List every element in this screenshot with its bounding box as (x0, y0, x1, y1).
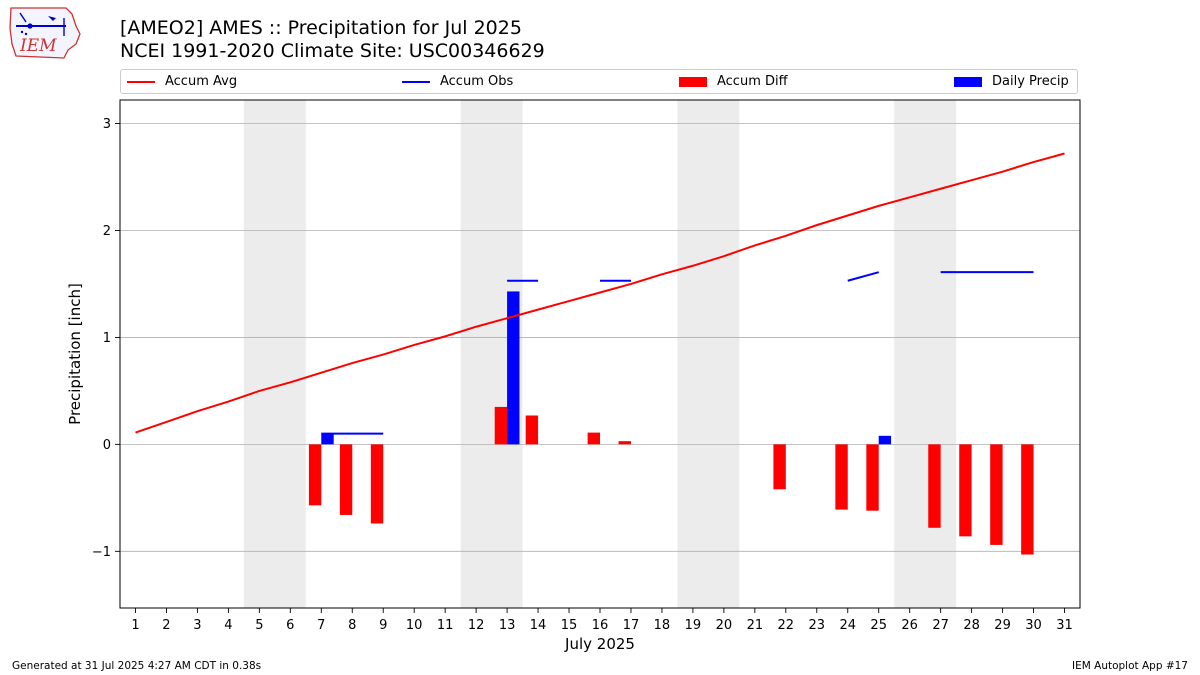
accum-diff-bar (1021, 444, 1034, 555)
accum-diff-bar (494, 406, 508, 445)
x-tick-label: 17 (623, 618, 640, 633)
weekend-band (243, 100, 306, 608)
legend: Accum Avg Accum Obs Accum Diff Daily Pre… (120, 69, 1078, 94)
x-tick-label: 4 (224, 618, 232, 633)
accum-avg-line (135, 152, 1065, 434)
legend-item-accum-avg: Accum Avg (127, 70, 237, 93)
accum-diff-bar (835, 444, 848, 510)
x-tick-label: 21 (747, 618, 764, 633)
daily-precip-bar (321, 433, 334, 445)
y-tick-label: 1 (103, 331, 111, 346)
legend-item-accum-diff: Accum Diff (679, 70, 788, 93)
legend-label-accum-diff: Accum Diff (717, 74, 788, 89)
legend-swatch-accum-obs (402, 80, 430, 83)
x-tick-label: 9 (379, 618, 387, 633)
x-tick-label: 7 (317, 618, 325, 633)
legend-label-accum-avg: Accum Avg (165, 74, 238, 89)
x-tick-label: 1 (131, 618, 139, 633)
legend-swatch-daily-precip (954, 76, 982, 87)
legend-item-accum-obs: Accum Obs (402, 70, 513, 93)
legend-swatch-accum-avg (127, 80, 155, 83)
iem-logo: IEM (9, 7, 81, 59)
accum-diff-bar (308, 444, 322, 506)
x-tick-label: 14 (530, 618, 547, 633)
x-tick-label: 28 (963, 618, 980, 633)
x-tick-label: 25 (870, 618, 887, 633)
x-tick-label: 6 (286, 618, 294, 633)
bars (308, 291, 1034, 555)
accum-diff-bar (773, 444, 786, 490)
accum-diff-bar (990, 444, 1003, 545)
chart-subtitle: NCEI 1991-2020 Climate Site: USC00346629 (120, 40, 545, 62)
weekend-bands (243, 100, 957, 608)
accum-diff-bar (525, 415, 539, 445)
accum-diff-bar (866, 444, 879, 511)
daily-precip-bar (878, 435, 892, 445)
plot-frame (119, 99, 1081, 609)
x-tick-label: 29 (994, 618, 1011, 633)
footer-generated: Generated at 31 Jul 2025 4:27 AM CDT in … (12, 660, 262, 672)
logo-text: IEM (19, 36, 57, 56)
x-tick-label: 5 (255, 618, 263, 633)
chart-title: [AMEO2] AMES :: Precipitation for Jul 20… (120, 17, 522, 39)
x-tick-label: 16 (592, 618, 609, 633)
y-tick-label: 2 (103, 224, 111, 239)
weekend-band (894, 100, 957, 608)
legend-label-daily-precip: Daily Precip (992, 74, 1069, 89)
y-tick-label: 0 (103, 438, 111, 453)
y-tick-label: 3 (103, 117, 111, 132)
x-tick-label: 31 (1056, 618, 1073, 633)
legend-item-daily-precip: Daily Precip (954, 70, 1069, 93)
accum-diff-bar (587, 432, 600, 445)
x-tick-label: 20 (716, 618, 733, 633)
x-tick-label: 27 (932, 618, 949, 633)
x-tick-label: 10 (406, 618, 423, 633)
accum-diff-bar (928, 444, 941, 528)
x-tick-label: 24 (839, 618, 856, 633)
x-tick-label: 3 (193, 618, 201, 633)
accum-diff-bar (339, 444, 353, 515)
y-tick-label: −1 (92, 545, 111, 560)
legend-label-accum-obs: Accum Obs (440, 74, 514, 89)
x-tick-label: 13 (499, 618, 516, 633)
x-tick-label: 30 (1025, 618, 1042, 633)
daily-precip-bar (507, 291, 520, 445)
lines (135, 152, 1065, 435)
accum-obs-line (847, 271, 879, 282)
x-tick-label: 23 (809, 618, 826, 633)
x-tick-label: 11 (437, 618, 454, 633)
x-tick-label: 22 (778, 618, 795, 633)
weekend-band (677, 100, 740, 608)
footer-app: IEM Autoplot App #17 (1072, 660, 1188, 672)
accum-diff-bar (370, 444, 384, 524)
x-tick-label: 18 (654, 618, 671, 633)
x-axis-label: July 2025 (564, 635, 635, 653)
x-tick-label: 2 (162, 618, 170, 633)
legend-swatch-accum-diff (679, 76, 707, 87)
x-tick-label: 12 (468, 618, 485, 633)
y-axis-label: Precipitation [inch] (66, 283, 84, 425)
x-tick-label: 26 (901, 618, 918, 633)
x-tick-label: 8 (348, 618, 356, 633)
x-tick-label: 15 (561, 618, 578, 633)
x-tick-label: 19 (685, 618, 702, 633)
accum-diff-bar (959, 444, 972, 537)
accum-diff-bar (618, 441, 631, 445)
